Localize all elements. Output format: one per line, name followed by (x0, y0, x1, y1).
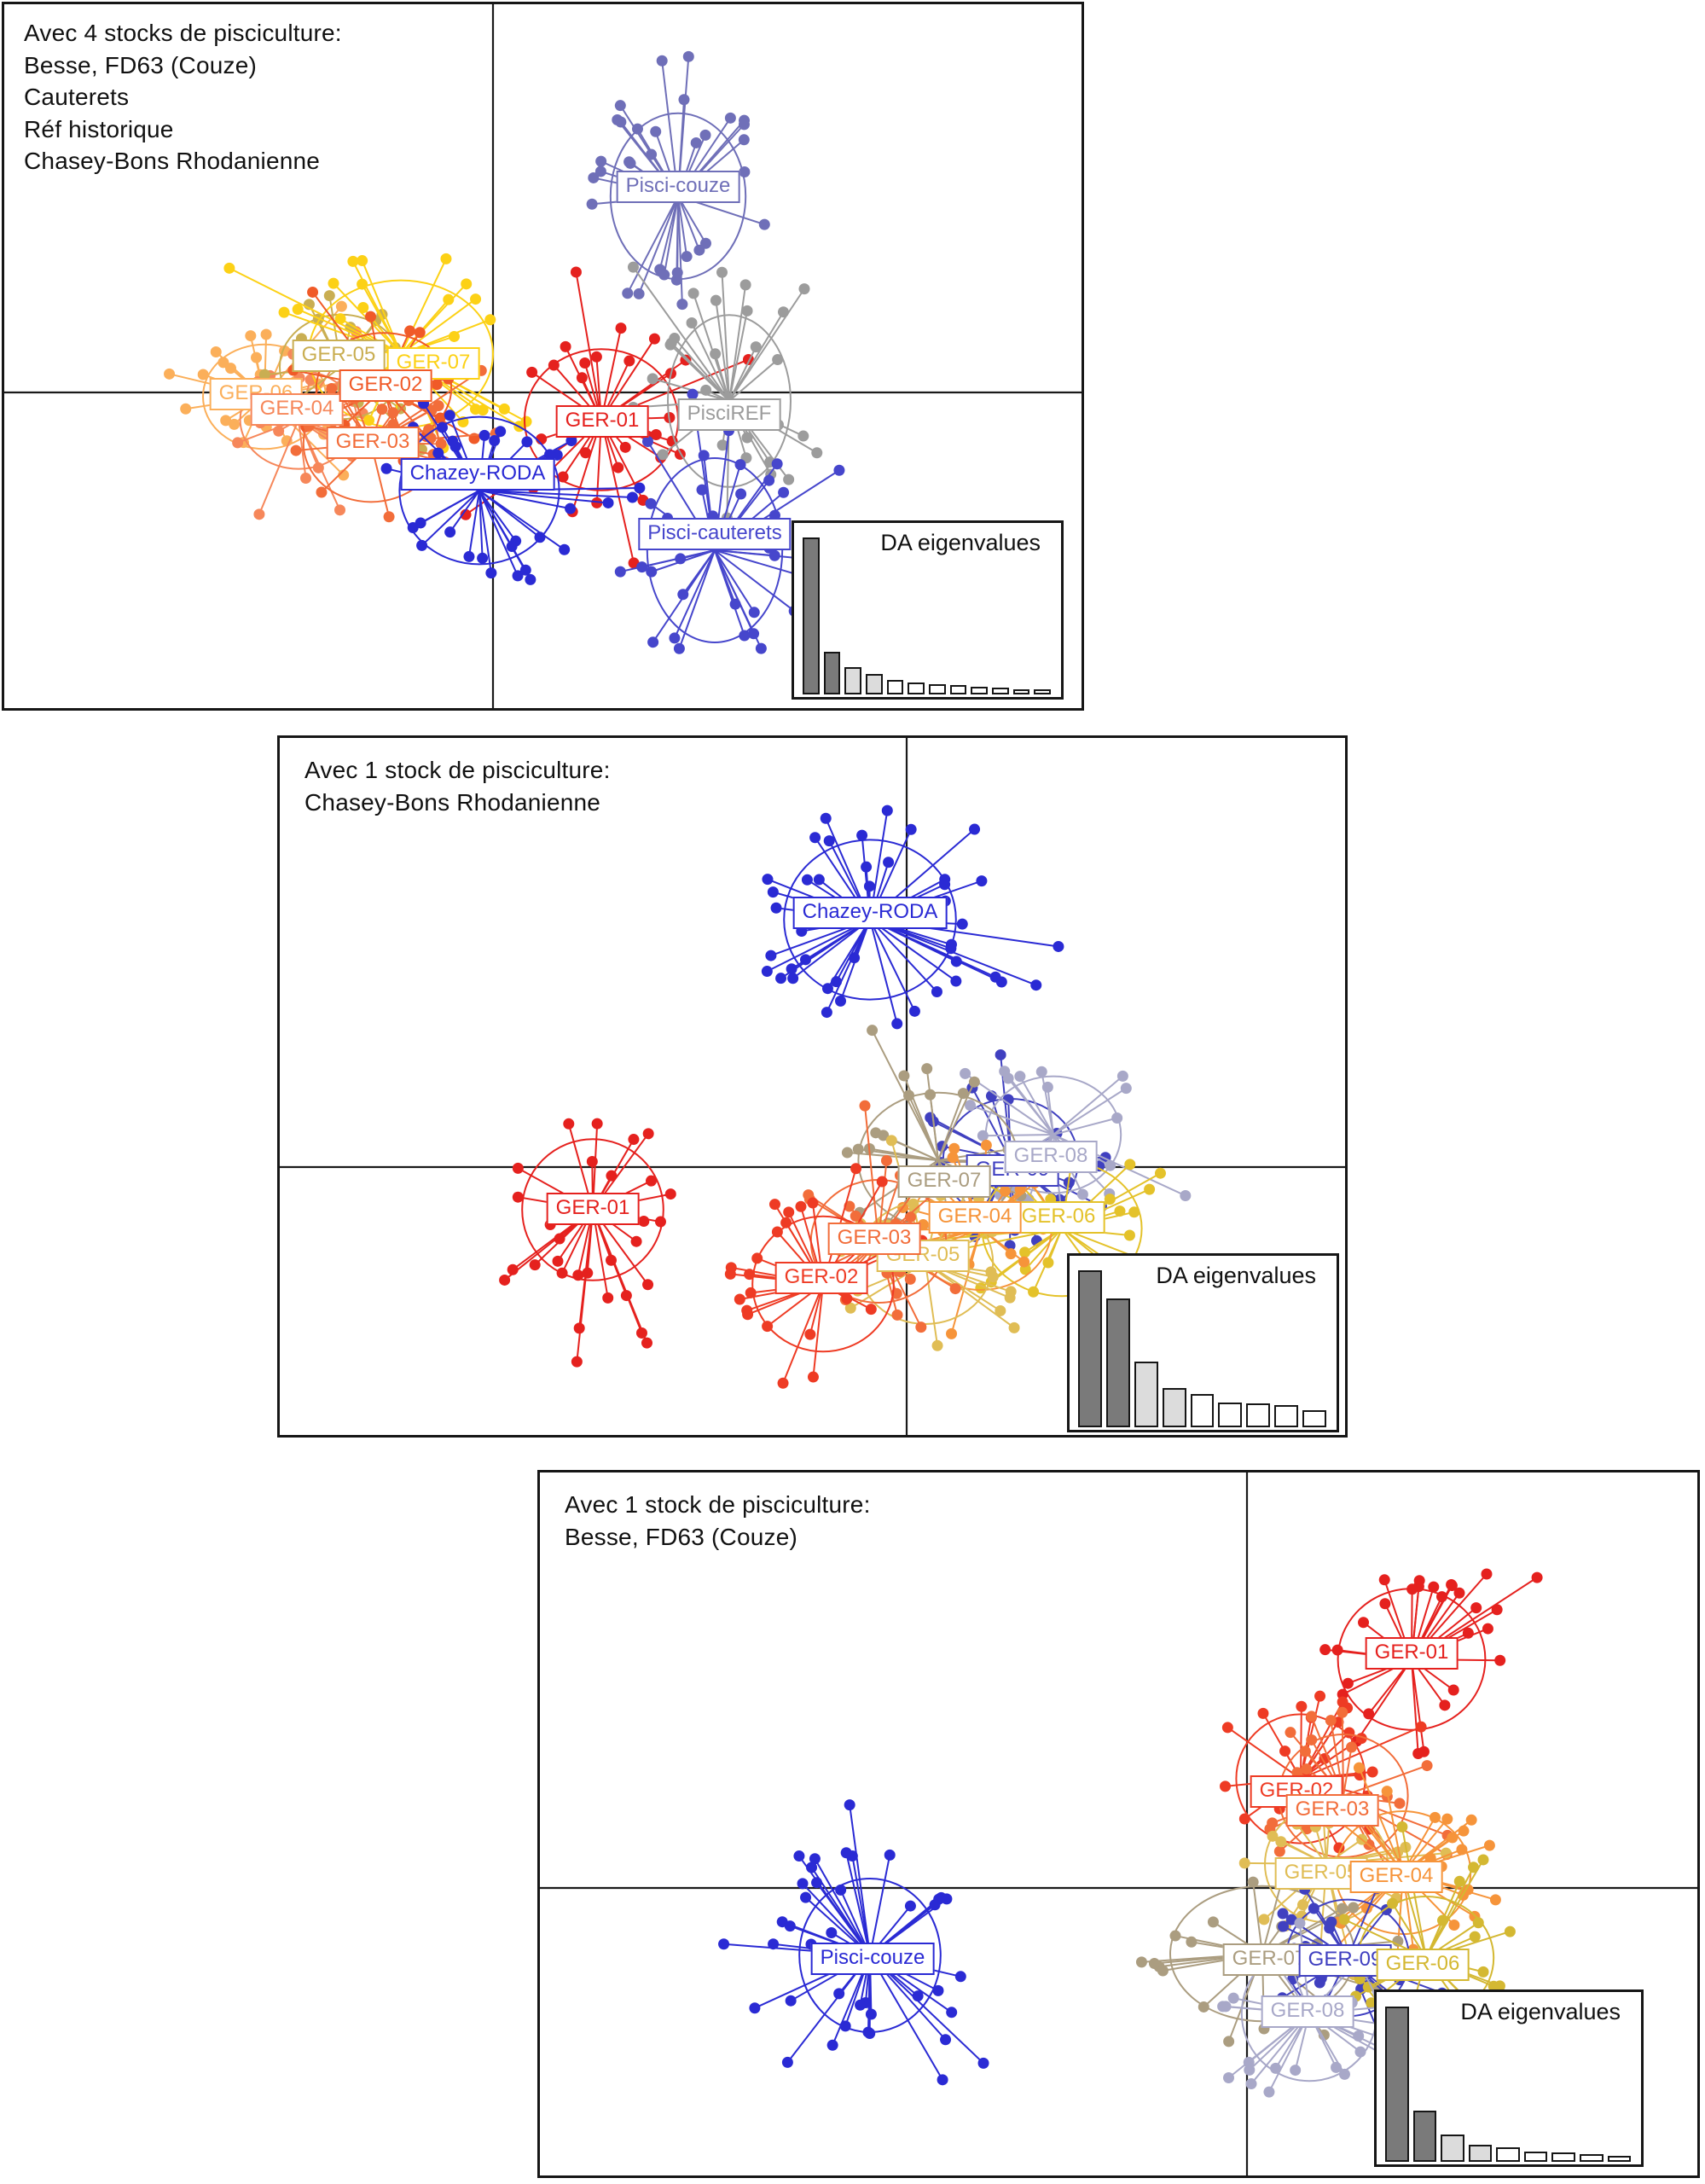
eigenvalue-bar-9 (1302, 1410, 1327, 1427)
cluster-label-ger-03: GER-03 (1285, 1794, 1379, 1827)
cluster-label-ger-08: GER-08 (1004, 1141, 1098, 1173)
eigenvalue-bar-7 (1551, 2152, 1575, 2162)
eigenvalue-bar-1 (1385, 2007, 1409, 2162)
eigenvalue-bar-9 (1607, 2156, 1632, 2162)
eigenvalue-bar-2 (823, 652, 841, 694)
cluster-label-ger-04: GER-04 (250, 393, 344, 426)
eigenvalue-bar-2 (1105, 1298, 1130, 1427)
eigenvalue-bar-4 (866, 674, 883, 694)
cluster-label-ger-05: GER-05 (292, 340, 386, 372)
cluster-label-ger-01: GER-01 (546, 1193, 640, 1225)
da-eigenvalues-inset: DA eigenvalues (1374, 1989, 1644, 2167)
cluster-label-pisci-couze: Pisci-couze (810, 1943, 935, 1975)
eigenvalue-bars (1078, 1270, 1327, 1427)
panel-title: Avec 1 stock de pisciculture: Chasey-Bon… (304, 757, 611, 816)
cluster-label-pisci-cauterets: Pisci-cauterets (638, 518, 792, 550)
eigenvalue-bar-9 (971, 687, 989, 694)
cluster-label-ger-01: GER-01 (1365, 1637, 1459, 1670)
eigenvalue-bar-5 (1190, 1394, 1215, 1427)
cluster-label-pisciref: PisciREF (677, 398, 781, 431)
eigenvalue-bar-4 (1162, 1388, 1186, 1427)
eigenvalue-bar-3 (1441, 2135, 1464, 2162)
cluster-label-ger-02: GER-02 (774, 1262, 868, 1294)
da-eigenvalues-inset: DA eigenvalues (792, 520, 1064, 700)
dapc-panel-1-stock-chasey: Avec 1 stock de pisciculture: Chasey-Bon… (277, 735, 1348, 1438)
eigenvalue-bar-12 (1034, 689, 1052, 694)
eigenvalue-bar-2 (1412, 2111, 1437, 2162)
da-eigenvalues-inset: DA eigenvalues (1067, 1253, 1339, 1432)
eigenvalue-bar-5 (1496, 2147, 1520, 2162)
eigenvalue-bar-4 (1468, 2145, 1493, 2162)
eigenvalue-bar-3 (844, 667, 862, 694)
cluster-label-ger-06: GER-06 (1012, 1201, 1105, 1234)
eigenvalue-bar-6 (908, 682, 925, 694)
eigenvalue-bar-1 (1078, 1270, 1102, 1427)
eigenvalue-bar-8 (1579, 2154, 1604, 2162)
eigenvalue-bar-8 (949, 685, 967, 694)
eigenvalue-bar-7 (929, 684, 946, 694)
cluster-pisciref (627, 261, 823, 524)
cluster-label-ger-01: GER-01 (555, 405, 649, 438)
panel-title: Avec 1 stock de pisciculture: Besse, FD6… (565, 1491, 871, 1550)
inset-title: DA eigenvalues (880, 530, 1041, 555)
eigenvalue-bar-7 (1246, 1403, 1271, 1427)
cluster-label-ger-04: GER-04 (928, 1201, 1022, 1234)
dapc-panel-4-stocks: Avec 4 stocks de pisciculture: Besse, FD… (2, 2, 1084, 711)
cluster-label-ger-03: GER-03 (326, 427, 420, 459)
inset-title: DA eigenvalues (1460, 1999, 1621, 2024)
cluster-label-chazey-roda: Chazey-RODA (792, 897, 948, 929)
eigenvalue-bars (1385, 2007, 1632, 2162)
inset-title: DA eigenvalues (1156, 1263, 1316, 1288)
eigenvalue-bars (803, 537, 1052, 694)
cluster-label-ger-06: GER-06 (1376, 1949, 1470, 1981)
cluster-label-ger-09: GER-09 (1298, 1944, 1392, 1977)
cluster-label-ger-07: GER-07 (897, 1165, 991, 1198)
eigenvalue-bar-6 (1218, 1403, 1243, 1427)
cluster-label-ger-04: GER-04 (1349, 1861, 1443, 1893)
eigenvalue-bar-3 (1134, 1362, 1158, 1427)
cluster-label-pisci-couze: Pisci-couze (616, 171, 740, 203)
cluster-label-ger-02: GER-02 (339, 369, 432, 402)
cluster-label-chazey-roda: Chazey-RODA (400, 458, 555, 491)
eigenvalue-bar-10 (992, 688, 1009, 694)
panel-title: Avec 4 stocks de pisciculture: Besse, FD… (24, 20, 342, 175)
eigenvalue-bar-8 (1274, 1405, 1299, 1427)
dapc-panel-1-stock-besse: Avec 1 stock de pisciculture: Besse, FD6… (537, 1470, 1700, 2178)
eigenvalue-bar-5 (886, 680, 904, 694)
cluster-label-ger-08: GER-08 (1261, 1995, 1354, 2028)
cluster-label-ger-03: GER-03 (827, 1223, 921, 1255)
eigenvalue-bar-1 (803, 537, 820, 694)
eigenvalue-bar-11 (1012, 689, 1030, 694)
eigenvalue-bar-6 (1523, 2152, 1548, 2162)
cluster-ger-01 (499, 1118, 676, 1368)
